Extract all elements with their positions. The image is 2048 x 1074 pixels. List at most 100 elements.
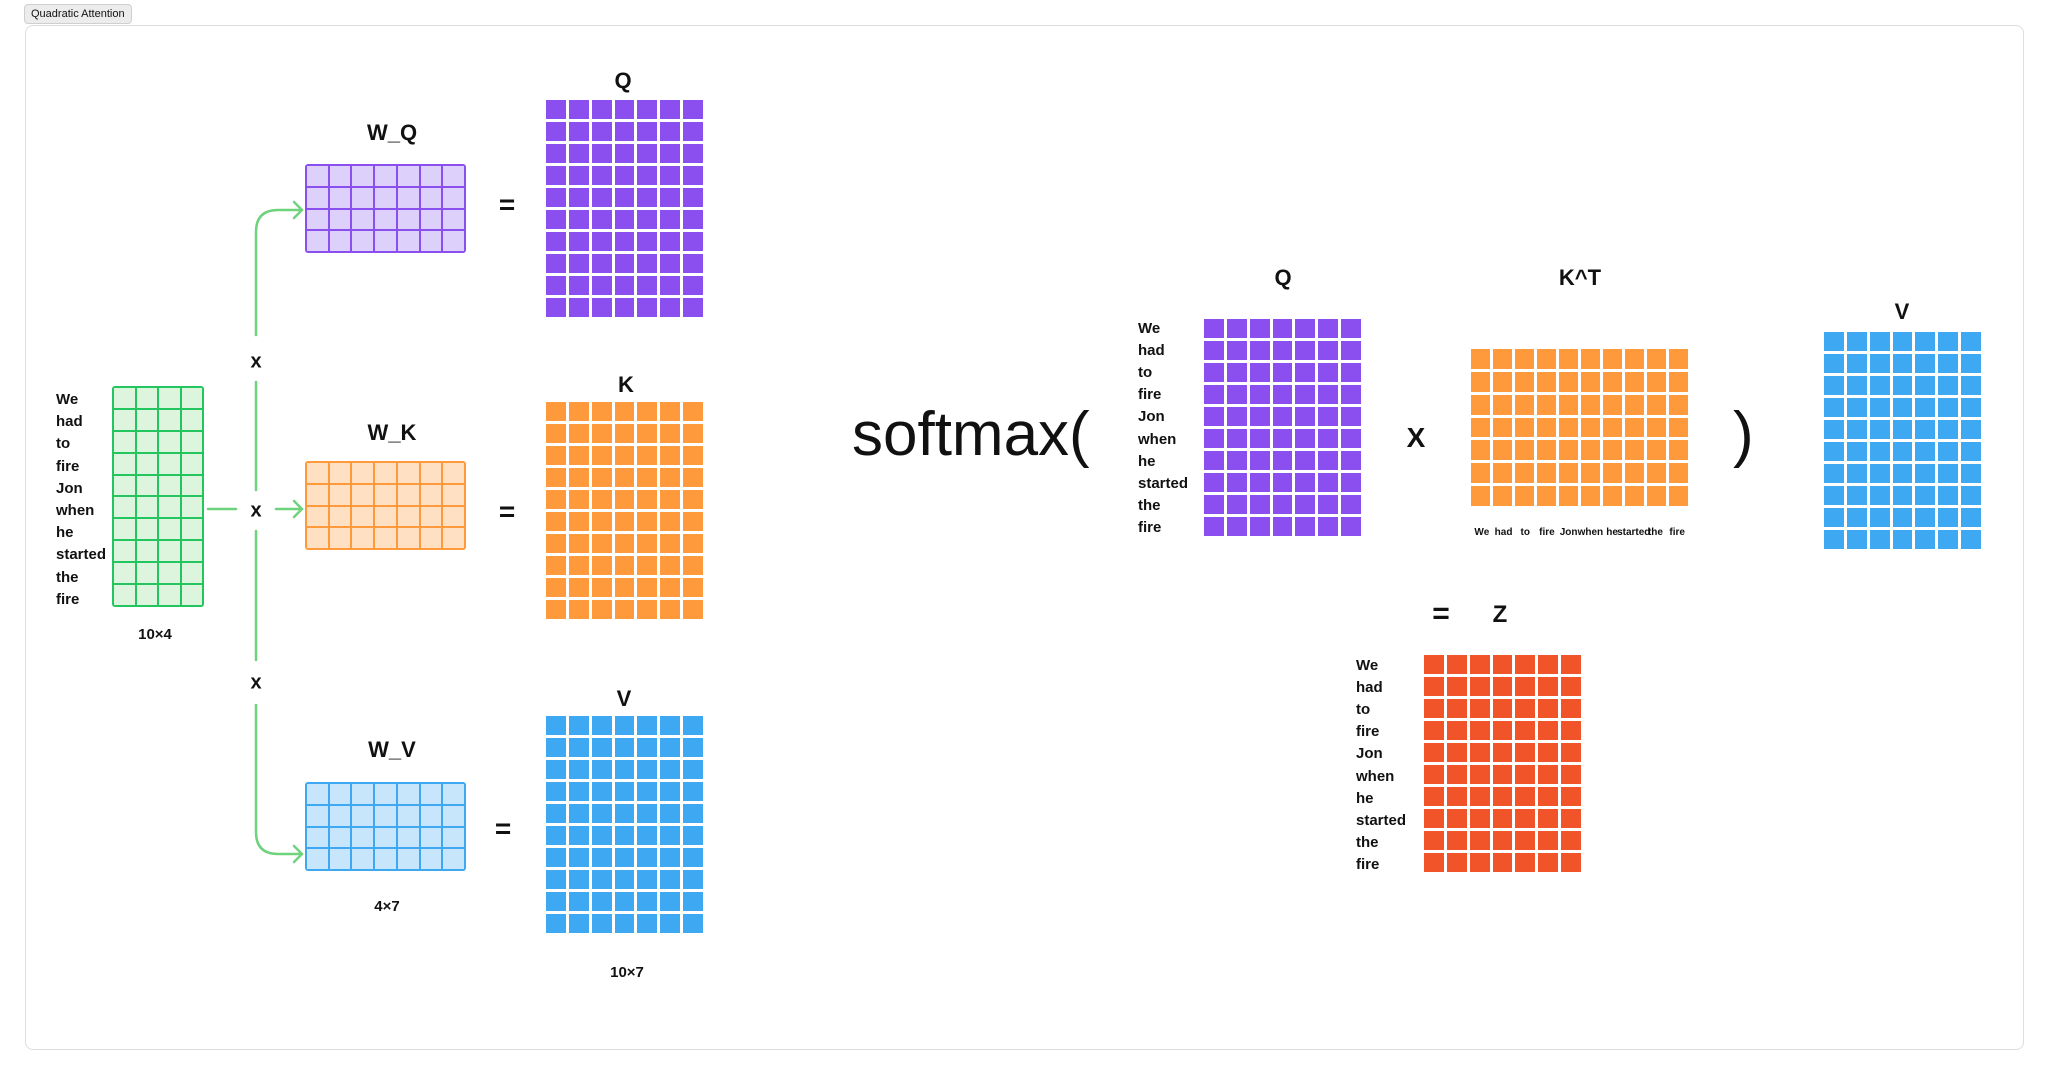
matrix-cell xyxy=(329,784,351,804)
matrix-cell xyxy=(1226,451,1247,470)
matrix-cell xyxy=(397,805,419,826)
matrix-cell xyxy=(614,468,635,487)
matrix-cell xyxy=(1824,420,1844,439)
matrix-cell xyxy=(1561,699,1581,718)
matrix-cell xyxy=(637,188,658,207)
matrix-cell xyxy=(1647,463,1666,484)
matrix-cell xyxy=(1272,429,1293,448)
matrix-cell xyxy=(1846,354,1867,373)
close-paren: ) xyxy=(1733,400,1754,469)
matrix-cell xyxy=(1515,721,1536,740)
matrix-cell xyxy=(591,122,612,141)
token-word: fire xyxy=(1356,723,1380,741)
matrix-cell xyxy=(1961,332,1981,351)
multiply-operator-v: x xyxy=(250,671,262,694)
matrix-cell xyxy=(591,600,612,619)
token-word: Jon xyxy=(56,479,83,497)
wk-matrix xyxy=(305,461,466,550)
matrix-cell xyxy=(1446,853,1467,872)
matrix-cell xyxy=(660,782,681,801)
matrix-cell xyxy=(1561,743,1581,762)
diagram-tab[interactable]: Quadratic Attention xyxy=(24,4,132,24)
matrix-cell xyxy=(375,827,396,848)
matrix-cell xyxy=(1204,363,1224,382)
matrix-cell xyxy=(614,402,635,421)
matrix-cell xyxy=(1515,677,1536,696)
matrix-cell xyxy=(660,512,681,531)
matrix-cell xyxy=(159,541,180,562)
matrix-cell xyxy=(1446,699,1467,718)
matrix-cell xyxy=(307,166,328,186)
matrix-cell xyxy=(1272,495,1293,514)
token-word: when xyxy=(1577,527,1604,538)
matrix-cell xyxy=(1669,371,1688,392)
matrix-cell xyxy=(1537,440,1556,461)
matrix-cell xyxy=(1846,464,1867,483)
matrix-cell xyxy=(1581,371,1600,392)
matrix-cell xyxy=(683,210,703,229)
matrix-cell xyxy=(307,506,328,527)
matrix-cell xyxy=(614,254,635,273)
matrix-cell xyxy=(637,122,658,141)
multiply-operator-q: x xyxy=(250,350,262,373)
matrix-cell xyxy=(1824,486,1844,505)
matrix-cell xyxy=(660,738,681,757)
matrix-cell xyxy=(660,804,681,823)
matrix-cell xyxy=(1961,398,1981,417)
matrix-cell xyxy=(375,209,396,230)
matrix-cell xyxy=(1249,385,1270,404)
matrix-cell xyxy=(1537,394,1556,415)
input-dims-label: 10×4 xyxy=(138,626,172,643)
matrix-cell xyxy=(1581,440,1600,461)
token-word: to xyxy=(1138,364,1153,382)
multiply-operator-k: x xyxy=(250,499,262,522)
matrix-cell xyxy=(1515,809,1536,828)
matrix-cell xyxy=(1581,417,1600,438)
matrix-cell xyxy=(1249,363,1270,382)
matrix-cell xyxy=(136,453,157,474)
matrix-cell xyxy=(546,144,566,163)
matrix-cell xyxy=(420,528,442,548)
matrix-cell xyxy=(1272,319,1293,338)
matrix-cell xyxy=(1559,417,1578,438)
matrix-cell xyxy=(660,914,681,933)
matrix-cell xyxy=(637,870,658,889)
matrix-cell xyxy=(352,166,374,186)
matrix-cell xyxy=(546,276,566,295)
matrix-cell xyxy=(1559,486,1578,506)
token-word: had xyxy=(56,413,83,431)
softmax-label: softmax( xyxy=(852,400,1090,469)
matrix-cell xyxy=(683,122,703,141)
matrix-cell xyxy=(683,760,703,779)
matrix-cell xyxy=(1424,721,1444,740)
matrix-cell xyxy=(660,298,681,317)
matrix-cell xyxy=(660,490,681,509)
matrix-cell xyxy=(1538,853,1559,872)
matrix-cell xyxy=(443,231,464,251)
matrix-cell xyxy=(1492,831,1513,850)
matrix-cell xyxy=(1561,831,1581,850)
matrix-cell xyxy=(1446,655,1467,674)
matrix-cell xyxy=(1892,376,1913,395)
matrix-cell xyxy=(546,870,566,889)
matrix-cell xyxy=(637,892,658,911)
matrix-cell xyxy=(420,231,442,251)
matrix-cell xyxy=(637,166,658,185)
matrix-cell xyxy=(1424,655,1444,674)
matrix-cell xyxy=(1938,442,1959,461)
matrix-cell xyxy=(1559,349,1578,369)
wv-matrix xyxy=(305,782,466,871)
matrix-cell xyxy=(1938,376,1959,395)
matrix-cell xyxy=(159,475,180,496)
matrix-cell xyxy=(329,484,351,505)
matrix-cell xyxy=(1892,464,1913,483)
matrix-cell xyxy=(1341,341,1361,360)
token-word: when xyxy=(1138,430,1177,448)
matrix-cell xyxy=(637,210,658,229)
matrix-cell xyxy=(546,122,566,141)
matrix-cell xyxy=(1647,371,1666,392)
attention-equals: = xyxy=(1432,597,1450,630)
matrix-cell xyxy=(546,826,566,845)
matrix-cell xyxy=(159,431,180,452)
equals-q: = xyxy=(498,189,516,220)
